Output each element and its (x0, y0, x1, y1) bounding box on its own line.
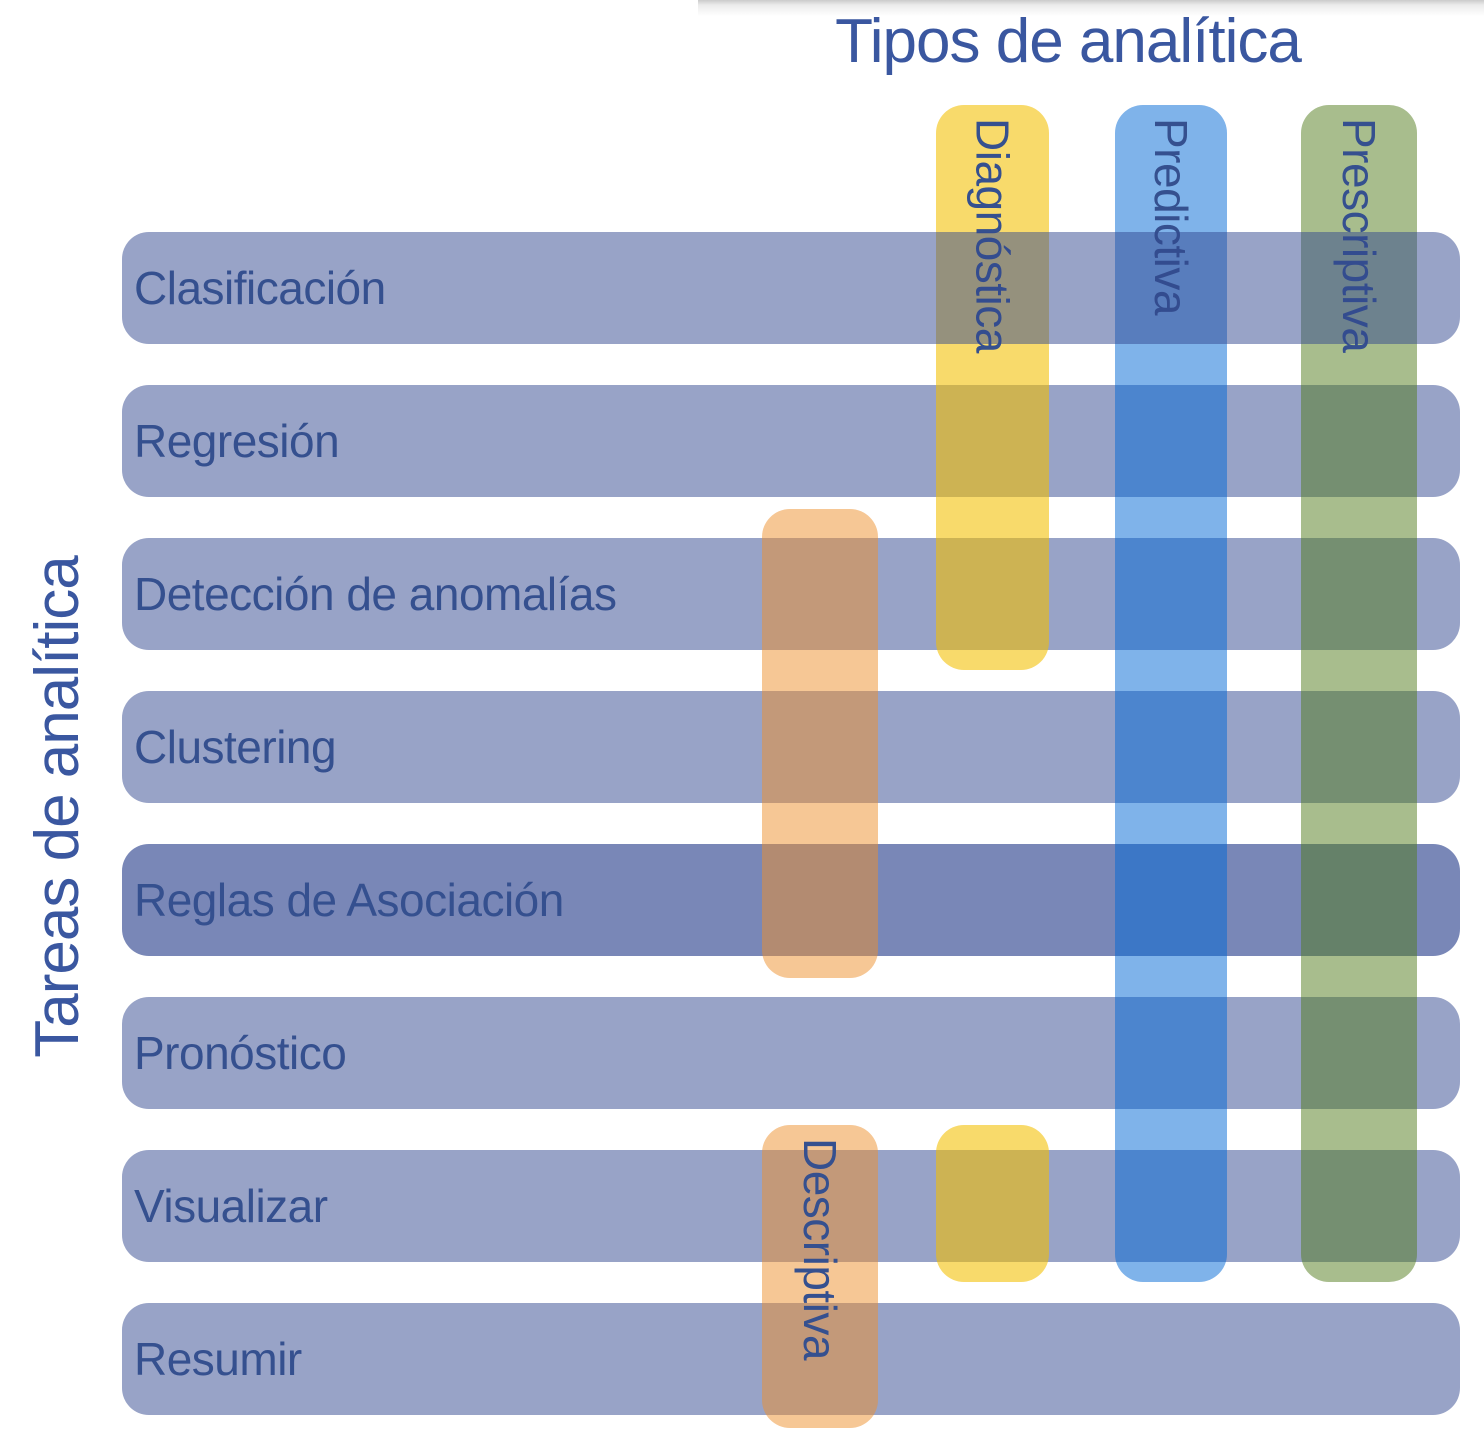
task-label: Visualizar (134, 1180, 328, 1232)
type-label: Predictiva (1145, 118, 1198, 315)
task-label: Clustering (134, 721, 337, 773)
page-title: Tipos de analítica (835, 7, 1302, 76)
task-row-clasificacion: Clasificación (122, 232, 1460, 344)
type-label: Prescriptiva (1333, 118, 1386, 353)
type-bar-diagnostica-seg2 (936, 1125, 1049, 1282)
type-bar-diagnostica-seg1: Diagnóstica (936, 105, 1049, 670)
task-row-visualizar: Visualizar (122, 1150, 1460, 1262)
type-bar-predictiva: Predictiva (1115, 105, 1227, 1282)
top-edge-shadow (698, 0, 1484, 16)
task-label: Resumir (134, 1333, 302, 1385)
type-label: Diagnóstica (966, 118, 1019, 353)
task-row-pronostico: Pronóstico (122, 997, 1460, 1109)
type-label: Descriptiva (794, 1138, 847, 1361)
task-label: Reglas de Asociación (134, 874, 564, 926)
task-label: Pronóstico (134, 1027, 347, 1079)
type-bar-descriptiva-seg1 (762, 509, 878, 978)
task-row-clustering: Clustering (122, 691, 1460, 803)
type-bar-descriptiva-seg2: Descriptiva (762, 1125, 878, 1428)
task-row-deteccion-de-anomalias: Detección de anomalías (122, 538, 1460, 650)
type-bar-prescriptiva: Prescriptiva (1301, 105, 1417, 1282)
task-label: Clasificación (134, 262, 386, 314)
task-row-regresion: Regresión (122, 385, 1460, 497)
task-label: Detección de anomalías (134, 568, 617, 620)
y-axis-label: Tareas de analítica (23, 556, 92, 1058)
task-row-reglas-de-asociacion: Reglas de Asociación (122, 844, 1460, 956)
task-row-resumir: Resumir (122, 1303, 1460, 1415)
task-label: Regresión (134, 415, 340, 467)
